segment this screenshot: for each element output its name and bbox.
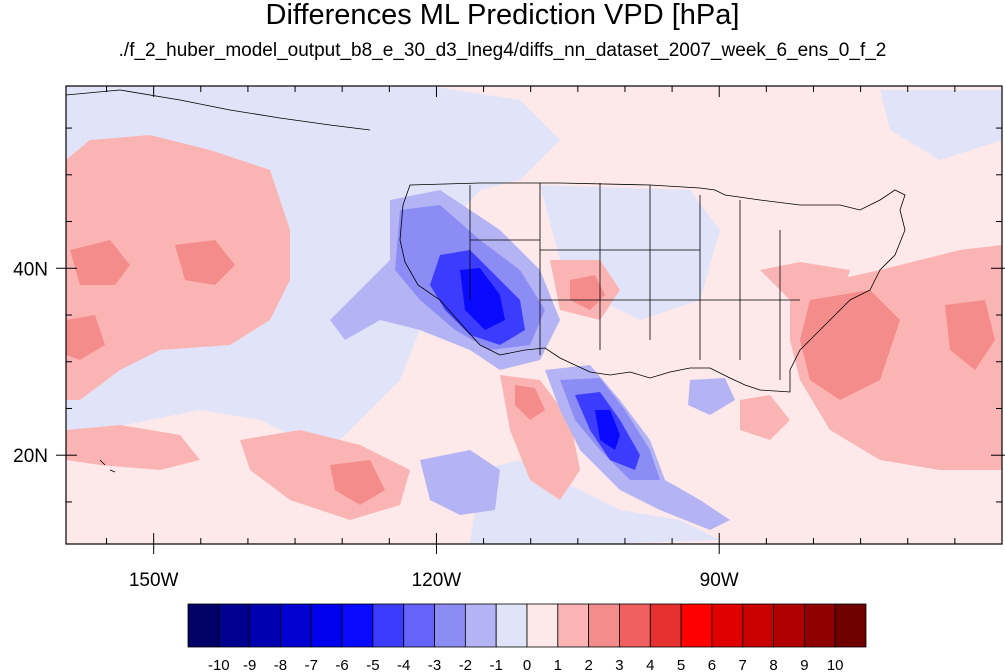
colorbar-swatch [249, 603, 281, 648]
colorbar-swatch [280, 603, 312, 648]
colorbar-label: -4 [397, 657, 410, 672]
colorbar-label: -3 [428, 657, 441, 672]
positive-strong-zones [66, 240, 995, 505]
colorbar-swatch [803, 603, 836, 648]
colorbar: -10 -9 -8 -7 -6 -5 -4 -3 -2 -1 0 1 2 3 4 5 6 7 8 9 10 [187, 603, 867, 672]
colorbar-swatch [649, 603, 682, 648]
lat-tick-label: 20N [13, 446, 48, 467]
lat-tick-label: 40N [13, 259, 48, 280]
colorbar-swatch [588, 603, 620, 648]
colorbar-label: -2 [459, 657, 472, 672]
colorbar-label: -5 [366, 657, 379, 672]
colorbar-label: -10 [208, 657, 230, 672]
negative-peak-zones [460, 268, 620, 450]
lon-tick-label: 150W [129, 570, 179, 591]
lon-tick-label: 120W [412, 570, 462, 591]
colorbar-swatch [218, 603, 251, 648]
colorbar-swatch [403, 603, 435, 648]
colorbar-swatch [557, 603, 590, 648]
colorbar-label: -8 [274, 657, 287, 672]
colorbar-swatch [341, 603, 374, 648]
colorbar-swatch [495, 603, 528, 648]
colorbar-label: -6 [335, 657, 348, 672]
colorbar-swatch [464, 603, 497, 648]
colorbar-label: 6 [708, 657, 716, 672]
colorbar-swatch [187, 603, 220, 648]
colorbar-label: 9 [800, 657, 808, 672]
colorbar-label: 3 [615, 657, 623, 672]
anomaly-field [66, 86, 1002, 544]
colorbar-label: 0 [523, 657, 531, 672]
colorbar-label: -9 [243, 657, 256, 672]
colorbar-label: 5 [677, 657, 685, 672]
colorbar-swatch [742, 603, 774, 648]
lon-tick-label: 90W [700, 570, 739, 591]
colorbar-label: 7 [739, 657, 747, 672]
colorbar-swatch [526, 603, 559, 648]
colorbar-swatch [434, 603, 466, 648]
colorbar-swatch [310, 603, 343, 648]
colorbar-label: 1 [554, 657, 562, 672]
colorbar-swatch [711, 603, 744, 648]
axis-layer: 150W 120W 90W 40N 20N [13, 86, 1005, 591]
map-subtitle: ./f_2_huber_model_output_b8_e_30_d3_lneg… [118, 40, 887, 61]
colorbar-label: 8 [769, 657, 777, 672]
coastline-lines [66, 89, 906, 473]
map-title: Differences ML Prediction VPD [hPa] [265, 0, 740, 31]
colorbar-label: 10 [827, 657, 844, 672]
colorbar-label: -7 [305, 657, 318, 672]
colorbar-swatch [372, 603, 405, 648]
colorbar-swatch [680, 603, 713, 648]
colorbar-label: -1 [490, 657, 503, 672]
colorbar-swatch [834, 603, 867, 648]
colorbar-swatch [773, 603, 805, 648]
colorbar-label: 2 [584, 657, 592, 672]
colorbar-label: 4 [646, 657, 654, 672]
colorbar-swatch [619, 603, 651, 648]
